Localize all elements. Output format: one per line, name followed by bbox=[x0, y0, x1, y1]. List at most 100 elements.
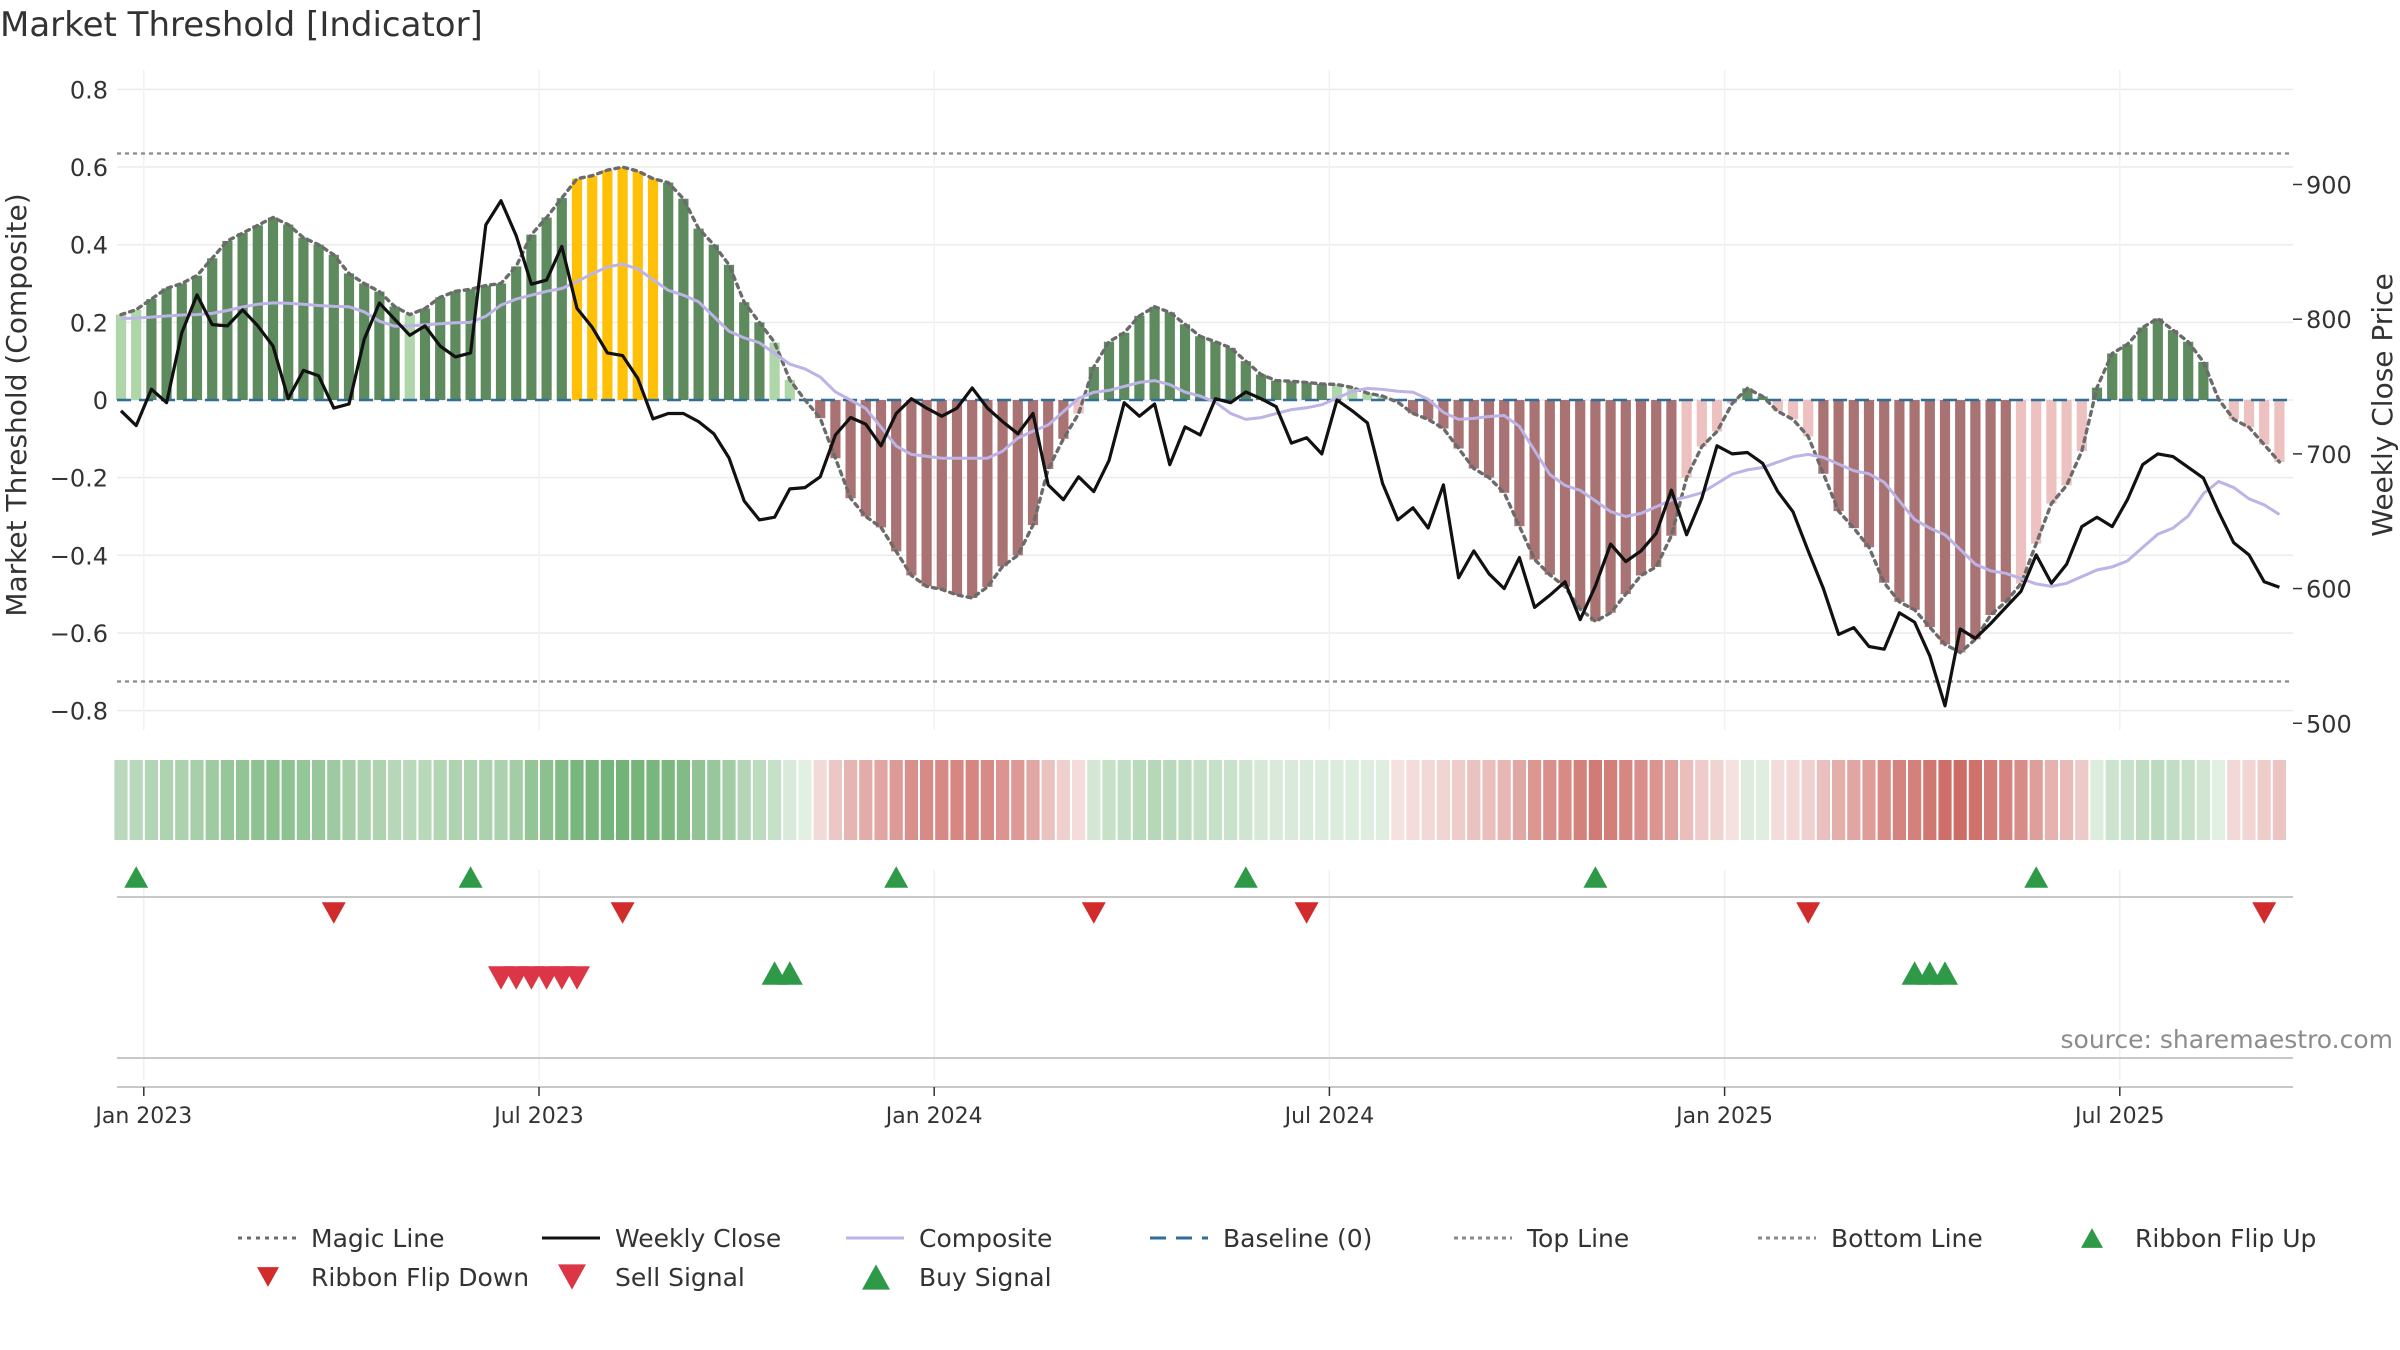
ribbon-cell bbox=[616, 760, 630, 840]
composite-bar bbox=[2152, 318, 2163, 400]
ribbon-cell bbox=[540, 760, 554, 840]
y-tick-label: 0.8 bbox=[70, 76, 108, 104]
composite-bar bbox=[693, 228, 704, 400]
composite-bar bbox=[1210, 341, 1221, 400]
ribbon-cell bbox=[1710, 760, 1724, 840]
composite-bar bbox=[921, 400, 932, 587]
ribbon-cell bbox=[2257, 760, 2271, 840]
ribbon-cell bbox=[1406, 760, 1420, 840]
ribbon-cell bbox=[494, 760, 508, 840]
ribbon-cell bbox=[646, 760, 660, 840]
ribbon-cell bbox=[433, 760, 447, 840]
ribbon-cell bbox=[281, 760, 295, 840]
ribbon-cell bbox=[1026, 760, 1040, 840]
legend-item: Ribbon Flip Up bbox=[2081, 1224, 2316, 1253]
series-lines bbox=[119, 165, 2282, 708]
legend-item: Bottom Line bbox=[1758, 1224, 1983, 1253]
legend-label: Composite bbox=[919, 1224, 1052, 1253]
composite-bar bbox=[1407, 400, 1419, 414]
ribbon-cell bbox=[692, 760, 706, 840]
ribbon-cell bbox=[2029, 760, 2043, 840]
composite-bar bbox=[1909, 400, 1920, 610]
ribbon-cell bbox=[1452, 760, 1466, 840]
y-tick-label: −0.2 bbox=[50, 465, 108, 493]
magic-line bbox=[119, 165, 2282, 655]
composite-bar bbox=[2122, 344, 2133, 400]
ribbon-cell bbox=[585, 760, 599, 840]
legend-label: Bottom Line bbox=[1831, 1224, 1983, 1253]
ribbon-flip-up-marker bbox=[124, 866, 149, 888]
composite-bar bbox=[1088, 366, 1099, 400]
ribbon-cell bbox=[251, 760, 265, 840]
y-tick-label: −0.4 bbox=[50, 542, 108, 570]
composite-bar bbox=[1043, 400, 1054, 470]
ribbon-cell bbox=[175, 760, 189, 840]
y-axis-left: 0.8 0.6 0.4 0.2 0 −0.2 −0.4 −0.6 −0.8 bbox=[50, 76, 108, 725]
legend-item: Magic Line bbox=[238, 1224, 445, 1253]
composite-bar bbox=[2198, 361, 2209, 400]
x-tick-label: Jan 2023 bbox=[93, 1104, 192, 1129]
ribbon-cell bbox=[1315, 760, 1329, 840]
composite-bar bbox=[982, 400, 993, 587]
composite-bar bbox=[237, 233, 248, 400]
y2-tick-label: 500 bbox=[2306, 710, 2352, 738]
ribbon-cell bbox=[388, 760, 402, 840]
ribbon-cell bbox=[479, 760, 493, 840]
ribbon-cell bbox=[1908, 760, 1922, 840]
ribbon-cell bbox=[1436, 760, 1450, 840]
composite-bar bbox=[267, 217, 279, 400]
composite-bar bbox=[1179, 324, 1191, 400]
composite-bar bbox=[1331, 384, 1343, 400]
composite-bar bbox=[936, 400, 947, 590]
ribbon-cell bbox=[555, 760, 569, 840]
ribbon-cell bbox=[661, 760, 675, 840]
ribbon-strip bbox=[114, 760, 2286, 840]
composite-bar bbox=[1271, 380, 1282, 400]
ribbon-cell bbox=[1072, 760, 1086, 840]
ribbon-cell bbox=[798, 760, 812, 840]
composite-bar bbox=[374, 291, 385, 400]
composite-bar bbox=[1347, 387, 1358, 400]
ribbon-cell bbox=[783, 760, 797, 840]
composite-bar bbox=[1012, 400, 1023, 556]
legend-label: Baseline (0) bbox=[1223, 1224, 1372, 1253]
composite-bar bbox=[1955, 400, 1966, 653]
composite-bar bbox=[1255, 374, 1267, 400]
ribbon-cell bbox=[676, 760, 690, 840]
ribbon-cell bbox=[1664, 760, 1678, 840]
composite-bar bbox=[1453, 400, 1464, 449]
composite-bar bbox=[1164, 312, 1175, 400]
ribbon-cell bbox=[1543, 760, 1557, 840]
buy-signal-marker bbox=[1932, 961, 1958, 985]
composite-bar bbox=[1195, 336, 1206, 400]
ribbon-cell bbox=[2136, 760, 2150, 840]
ribbon-cell bbox=[844, 760, 858, 840]
ribbon-cell bbox=[1391, 760, 1405, 840]
ribbon-cell bbox=[1421, 760, 1435, 840]
composite-bar bbox=[754, 322, 765, 400]
ribbon-flip-up-marker bbox=[2024, 866, 2049, 888]
composite-bar bbox=[2243, 400, 2255, 428]
ribbon-cell bbox=[1482, 760, 1496, 840]
ribbon-cell bbox=[372, 760, 386, 840]
composite-bar bbox=[1240, 361, 1251, 400]
composite-bar bbox=[1666, 400, 1677, 536]
legend-label: Ribbon Flip Up bbox=[2135, 1224, 2316, 1253]
composite-bar bbox=[1575, 400, 1586, 610]
composite-bar bbox=[1225, 347, 1236, 400]
composite-bar bbox=[1468, 400, 1479, 469]
composite-bar bbox=[708, 244, 719, 400]
y-tick-label: 0.6 bbox=[70, 154, 108, 182]
ribbon-cell bbox=[1330, 760, 1344, 840]
composite-bar bbox=[343, 273, 355, 400]
composite-bar bbox=[830, 400, 841, 459]
ribbon-cell bbox=[2060, 760, 2074, 840]
ribbon-cell bbox=[2272, 760, 2286, 840]
ribbon-cell bbox=[1376, 760, 1390, 840]
ribbon-cell bbox=[1725, 760, 1739, 840]
ribbon-flip-up-marker bbox=[884, 866, 909, 888]
composite-bar bbox=[1286, 381, 1297, 400]
composite-bar bbox=[1103, 341, 1115, 400]
legend: Magic Line Weekly Close Composite Baseline … bbox=[238, 1224, 2316, 1292]
composite-bars bbox=[115, 167, 2285, 653]
